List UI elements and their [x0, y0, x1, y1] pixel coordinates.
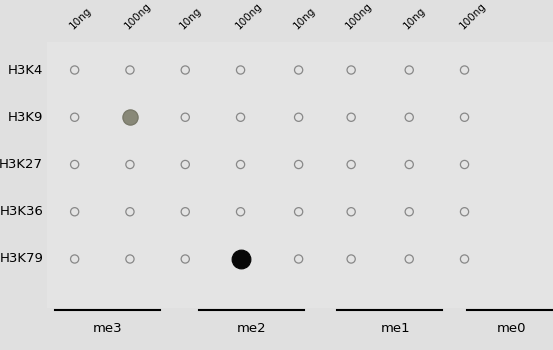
- Point: [347, 209, 356, 215]
- Point: [181, 162, 190, 167]
- Point: [460, 114, 469, 120]
- Text: H3K4: H3K4: [8, 63, 43, 77]
- Point: [405, 162, 414, 167]
- Point: [126, 114, 134, 120]
- Text: me0: me0: [497, 322, 526, 336]
- Point: [405, 209, 414, 215]
- Point: [181, 256, 190, 262]
- Point: [70, 256, 79, 262]
- Text: 10ng: 10ng: [178, 6, 204, 31]
- Point: [347, 256, 356, 262]
- Point: [236, 67, 245, 73]
- Text: 10ng: 10ng: [291, 6, 317, 31]
- Point: [294, 162, 303, 167]
- Point: [181, 114, 190, 120]
- Text: H3K79: H3K79: [0, 252, 43, 266]
- Point: [126, 162, 134, 167]
- Point: [460, 209, 469, 215]
- Point: [236, 209, 245, 215]
- Point: [126, 209, 134, 215]
- Point: [294, 256, 303, 262]
- Text: 100ng: 100ng: [457, 1, 488, 32]
- Text: 10ng: 10ng: [402, 6, 428, 31]
- Text: H3K9: H3K9: [8, 111, 43, 124]
- Text: me1: me1: [380, 322, 410, 336]
- Point: [236, 256, 245, 262]
- Point: [126, 256, 134, 262]
- Point: [181, 209, 190, 215]
- Text: H3K27: H3K27: [0, 158, 43, 171]
- Point: [460, 162, 469, 167]
- Text: me3: me3: [93, 322, 123, 336]
- Point: [236, 162, 245, 167]
- Text: H3K36: H3K36: [0, 205, 43, 218]
- Point: [236, 114, 245, 120]
- Text: 100ng: 100ng: [123, 1, 153, 32]
- Text: me2: me2: [237, 322, 267, 336]
- Point: [70, 114, 79, 120]
- Text: 10ng: 10ng: [67, 6, 93, 31]
- Text: 100ng: 100ng: [233, 1, 264, 32]
- Point: [70, 162, 79, 167]
- Point: [405, 256, 414, 262]
- Point: [294, 209, 303, 215]
- Point: [70, 209, 79, 215]
- Point: [126, 67, 134, 73]
- Point: [347, 162, 356, 167]
- Point: [347, 114, 356, 120]
- Point: [405, 114, 414, 120]
- Point: [294, 114, 303, 120]
- Text: 100ng: 100ng: [344, 1, 374, 32]
- Point: [347, 67, 356, 73]
- Point: [181, 67, 190, 73]
- Point: [405, 67, 414, 73]
- Point: [294, 67, 303, 73]
- Point: [460, 67, 469, 73]
- Bar: [47, 42, 553, 308]
- Point: [70, 67, 79, 73]
- Point: [460, 256, 469, 262]
